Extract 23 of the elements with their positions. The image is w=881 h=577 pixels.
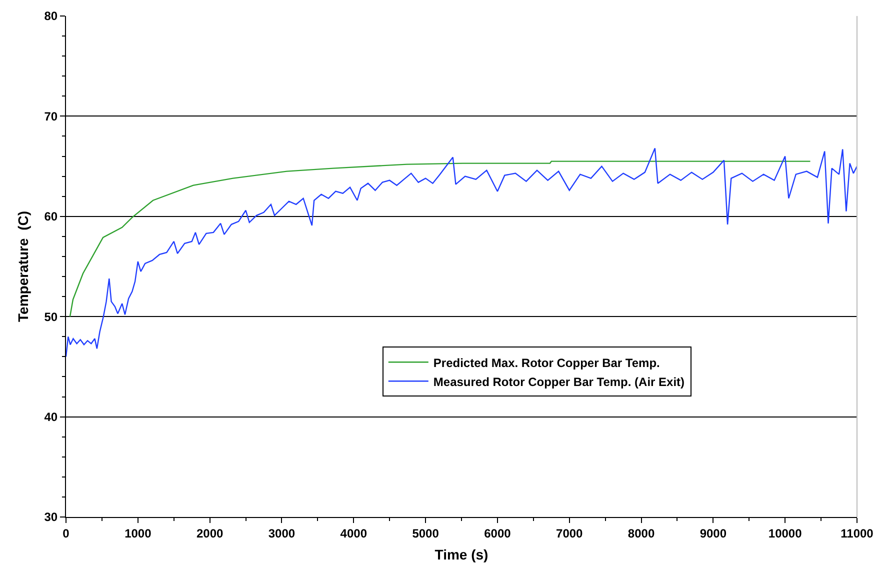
legend-label: Measured Rotor Copper Bar Temp. (Air Exit): [433, 374, 685, 389]
legend-label: Predicted Max. Rotor Copper Bar Temp.: [433, 356, 660, 370]
x-tick-label: 7000: [556, 526, 584, 540]
y-tick-label: 30: [44, 510, 58, 524]
y-tick-label: 80: [44, 9, 58, 24]
line-series: [69, 160, 811, 318]
x-tick-label: 5000: [412, 526, 440, 540]
y-tick-label: 40: [44, 410, 58, 424]
y-axis-title: Temperature (C): [14, 211, 31, 322]
x-tick-label: 9000: [700, 526, 727, 540]
x-tick-label: 4000: [340, 526, 368, 540]
y-tick-label: 70: [44, 109, 58, 124]
x-tick-label: 10000: [768, 526, 802, 540]
x-tick-label: 11000: [840, 526, 874, 540]
x-tick-label: 2000: [196, 526, 224, 540]
y-tick-label: 50: [44, 310, 58, 324]
x-tick-label: 6000: [484, 526, 512, 540]
y-tick-label: 60: [44, 210, 58, 224]
x-axis-title: Time (s): [434, 546, 488, 563]
x-tick-label: 3000: [268, 526, 296, 540]
x-tick-label: 8000: [628, 526, 655, 540]
x-tick-label: 1000: [124, 526, 152, 540]
x-tick-label: 0: [62, 526, 70, 540]
